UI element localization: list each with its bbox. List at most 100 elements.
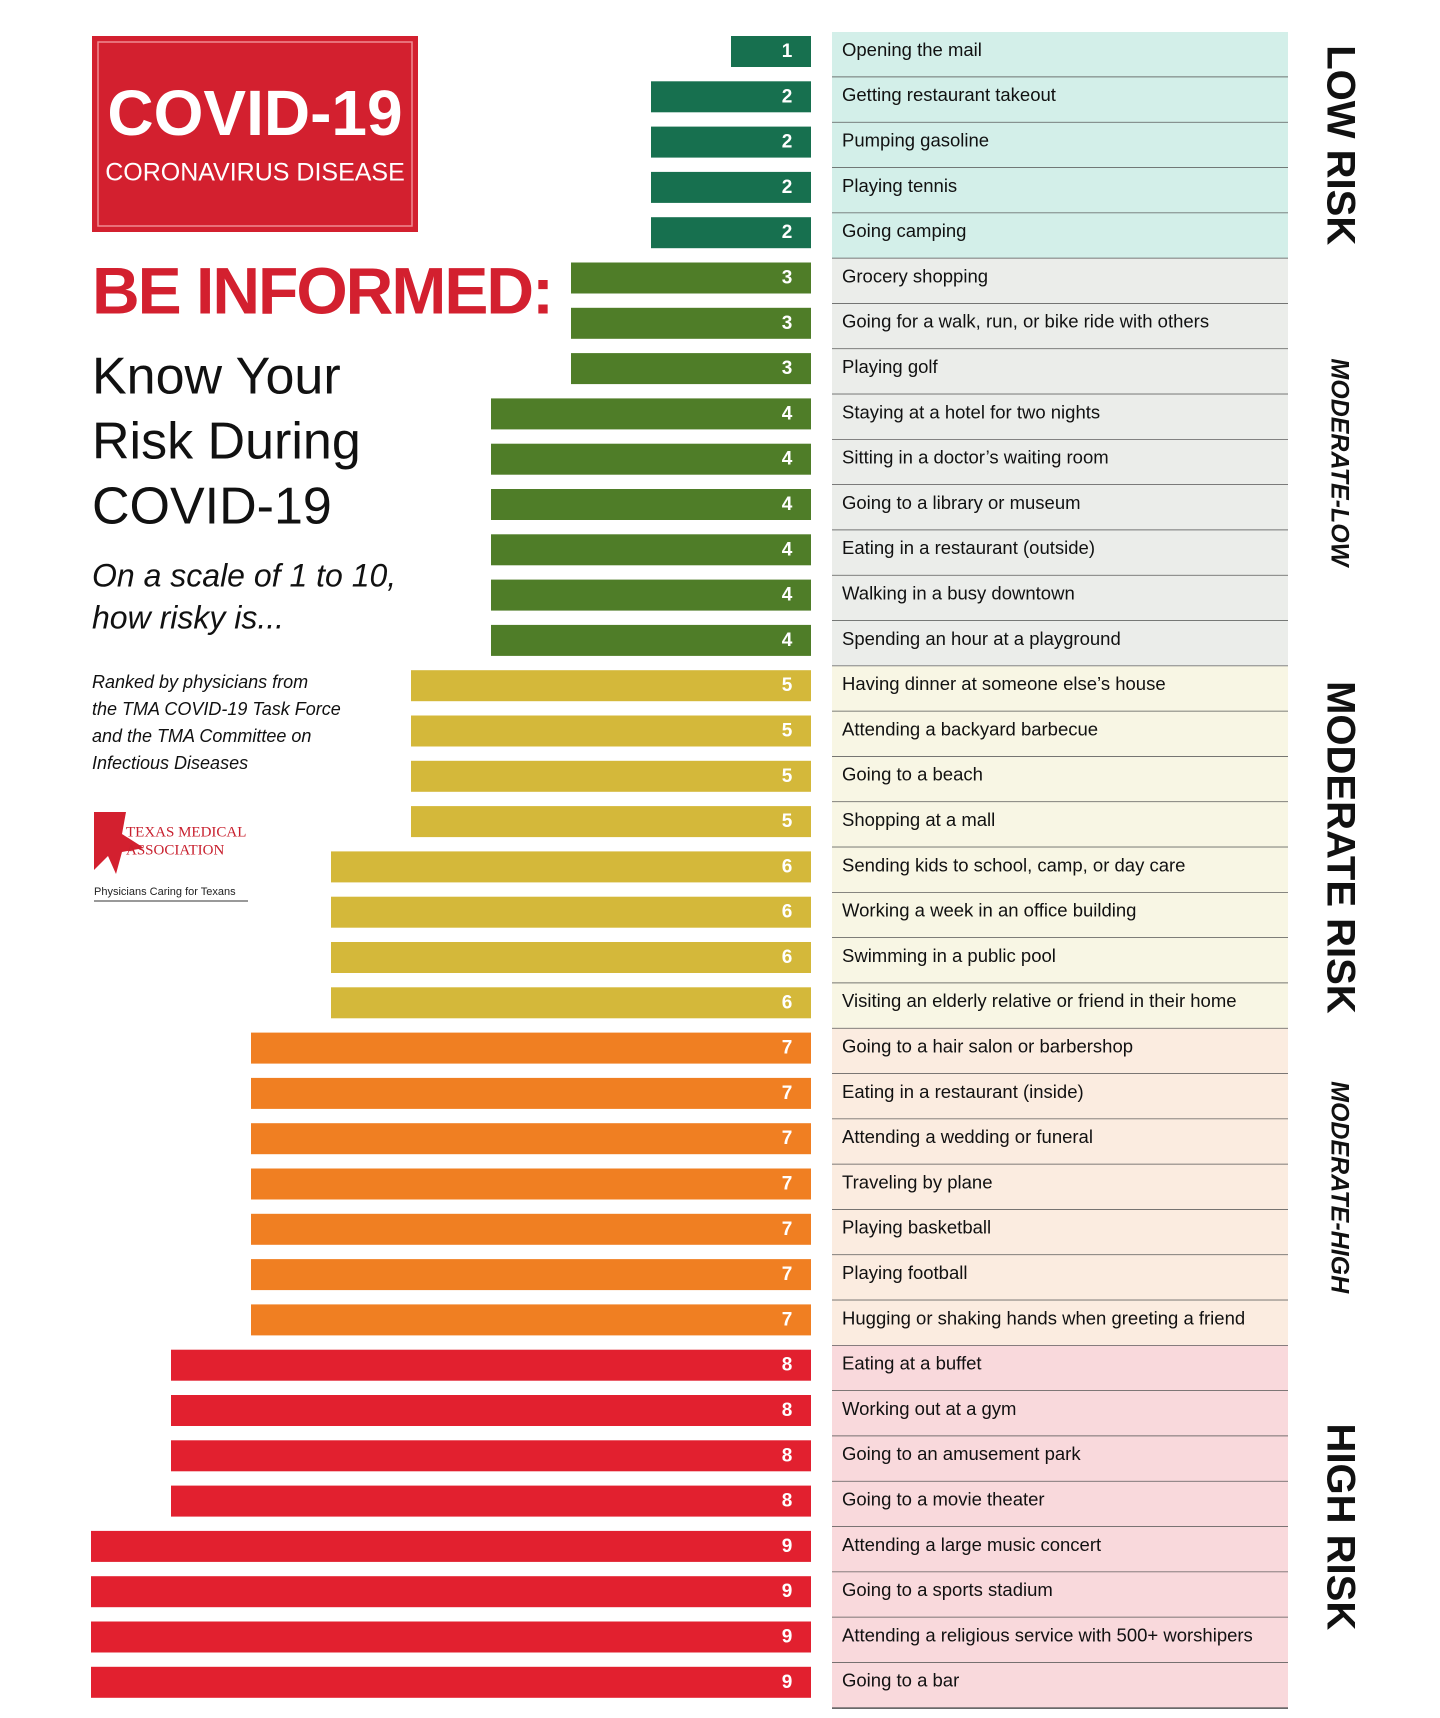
bar: [571, 353, 811, 385]
bar: [251, 1213, 811, 1245]
row-label: Going to a beach: [842, 764, 983, 785]
zone-label: MODERATE-HIGH: [1325, 1081, 1353, 1294]
row-band: [832, 485, 1288, 531]
bar: [651, 217, 811, 249]
zone-label: LOW RISK: [1318, 45, 1362, 245]
row-label: Opening the mail: [842, 39, 982, 60]
bar: [251, 1304, 811, 1336]
row-label: Going to an amusement park: [842, 1443, 1081, 1464]
badge-frame: [97, 41, 413, 227]
row-label: Eating at a buffet: [842, 1353, 982, 1374]
bar: [171, 1395, 811, 1426]
row-label: Playing tennis: [842, 175, 957, 196]
row-band: [832, 1481, 1288, 1527]
value-label: 6: [782, 902, 793, 923]
row-label: Playing football: [842, 1262, 967, 1283]
bar: [91, 1666, 811, 1698]
bar: [491, 398, 811, 430]
logo-text: TEXAS MEDICAL: [126, 824, 246, 840]
title-line: COVID-19: [92, 478, 332, 536]
row-bands: Opening the mail Getting restaurant takeo…: [832, 32, 1288, 1709]
row-band: [832, 303, 1288, 350]
value-label: 7: [782, 1264, 793, 1285]
row-label: Attending a large music concert: [842, 1534, 1101, 1555]
row-label: Swimming in a public pool: [842, 945, 1056, 966]
row-band: [832, 530, 1288, 576]
title-line: Risk During: [92, 413, 361, 471]
logo-text: ASSOCIATION: [126, 842, 225, 858]
bar: [411, 715, 811, 747]
row-band: [832, 666, 1288, 712]
value-label: 3: [782, 358, 793, 379]
row-label: Working out at a gym: [842, 1398, 1016, 1419]
value-label: 1: [782, 41, 793, 62]
source-line: Ranked by physicians from: [92, 672, 308, 692]
row-band: [832, 213, 1288, 259]
bar: [731, 36, 811, 67]
value-label: 8: [782, 1400, 793, 1421]
bar: [491, 489, 811, 520]
badge: [92, 36, 418, 232]
value-label: 7: [782, 1083, 793, 1104]
row-label: Attending a backyard barbecue: [842, 718, 1098, 739]
row-label: Spending an hour at a playground: [842, 628, 1121, 649]
row-label: Shopping at a mall: [842, 809, 995, 830]
row-label: Sending kids to school, camp, or day car…: [842, 854, 1185, 875]
logo-star: [94, 812, 144, 874]
row-label: Eating in a restaurant (inside): [842, 1081, 1084, 1102]
row-label: Playing basketball: [842, 1217, 991, 1238]
row-band: [832, 258, 1288, 304]
bar: [91, 1576, 811, 1608]
value-label: 2: [782, 132, 793, 153]
bars: 1 2 2 2 2 3 3 3 4 4 4 4 4 4 5 5 5 5 6 6 6 6 7 7 7 7 7 7 7 8 8 8 8 9 9 9 9: [91, 36, 811, 1698]
value-label: 2: [782, 222, 793, 243]
value-label: 7: [782, 1128, 793, 1149]
row-band: [832, 167, 1288, 214]
row-band: [832, 32, 1288, 78]
row-label: Getting restaurant takeout: [842, 84, 1056, 105]
value-label: 3: [782, 268, 793, 289]
row-band: [832, 77, 1288, 123]
row-label: Staying at a hotel for two nights: [842, 401, 1100, 422]
value-label: 9: [782, 1672, 793, 1693]
bar: [171, 1440, 811, 1472]
row-band: [832, 1526, 1288, 1573]
zone-label: HIGH RISK: [1318, 1424, 1362, 1631]
bar: [651, 126, 811, 158]
row-band: [832, 1255, 1288, 1301]
value-label: 5: [782, 766, 793, 787]
bar: [491, 579, 811, 611]
row-label: Visiting an elderly relative or friend i…: [842, 990, 1237, 1011]
badge-subtitle: CORONAVIRUS DISEASE: [105, 159, 405, 187]
row-label: Working a week in an office building: [842, 900, 1136, 921]
row-label: Playing golf: [842, 356, 939, 377]
zone-label: MODERATE RISK: [1318, 681, 1362, 1014]
bar: [491, 534, 811, 566]
value-label: 2: [782, 86, 793, 107]
row-band: [832, 1209, 1288, 1256]
row-label: Going to a movie theater: [842, 1488, 1045, 1509]
logo-tagline: Physicians Caring for Texans: [94, 886, 236, 898]
bar: [171, 1485, 811, 1517]
source-line: and the TMA Committee on: [92, 726, 311, 746]
row-label: Sitting in a doctor’s waiting room: [842, 447, 1109, 468]
row-band: [832, 620, 1288, 667]
bar: [411, 806, 811, 838]
value-label: 4: [782, 539, 793, 560]
row-band: [832, 1662, 1288, 1709]
bar: [91, 1530, 811, 1562]
bar: [251, 1077, 811, 1109]
row-label: Having dinner at someone else’s house: [842, 673, 1166, 694]
value-label: 9: [782, 1581, 793, 1602]
badge-title: COVID-19: [107, 77, 402, 149]
bar: [251, 1032, 811, 1064]
row-band: [832, 938, 1288, 984]
bar: [331, 896, 811, 928]
row-band: [832, 1391, 1288, 1437]
bar: [411, 760, 811, 792]
value-label: 5: [782, 811, 793, 832]
bar: [651, 171, 811, 203]
row-label: Going camping: [842, 220, 966, 241]
row-band: [832, 892, 1288, 938]
